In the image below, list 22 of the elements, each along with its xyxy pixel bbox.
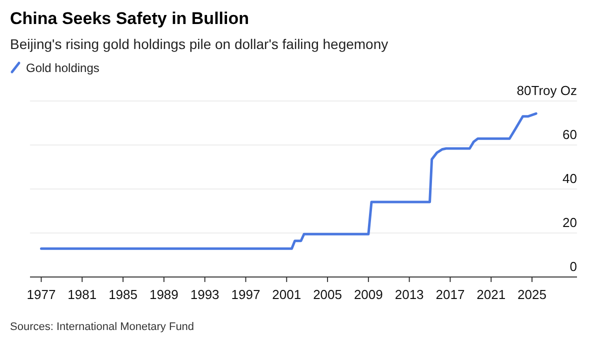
y-tick-label: 80Troy Oz bbox=[516, 83, 577, 98]
x-tick-label: 2013 bbox=[394, 287, 424, 302]
x-tick-label: 2005 bbox=[313, 287, 342, 302]
y-tick-label: 60 bbox=[562, 127, 577, 142]
x-tick-label: 1981 bbox=[68, 287, 97, 302]
chart-subtitle: Beijing's rising gold holdings pile on dollar's failing hegemony bbox=[10, 36, 388, 52]
x-tick-label: 2021 bbox=[476, 287, 506, 302]
y-tick-label: 0 bbox=[570, 259, 577, 274]
x-tick-label: 1977 bbox=[26, 287, 56, 302]
y-tick-label: 20 bbox=[562, 215, 577, 230]
x-tick-label: 2025 bbox=[518, 287, 546, 302]
x-tick-label: 1985 bbox=[108, 287, 138, 302]
x-tick-label: 1989 bbox=[149, 287, 178, 302]
x-tick-label: 2009 bbox=[354, 287, 383, 302]
x-tick-label: 1993 bbox=[190, 287, 220, 302]
x-tick-label: 2001 bbox=[272, 287, 302, 302]
chart-title: China Seeks Safety in Bullion bbox=[10, 9, 250, 28]
source-note: Sources: International Monetary Fund bbox=[10, 321, 194, 333]
x-tick-label: 2017 bbox=[436, 287, 465, 302]
legend-label: Gold holdings bbox=[26, 61, 100, 75]
x-tick-label: 1997 bbox=[231, 287, 260, 302]
y-tick-label: 40 bbox=[562, 171, 577, 186]
